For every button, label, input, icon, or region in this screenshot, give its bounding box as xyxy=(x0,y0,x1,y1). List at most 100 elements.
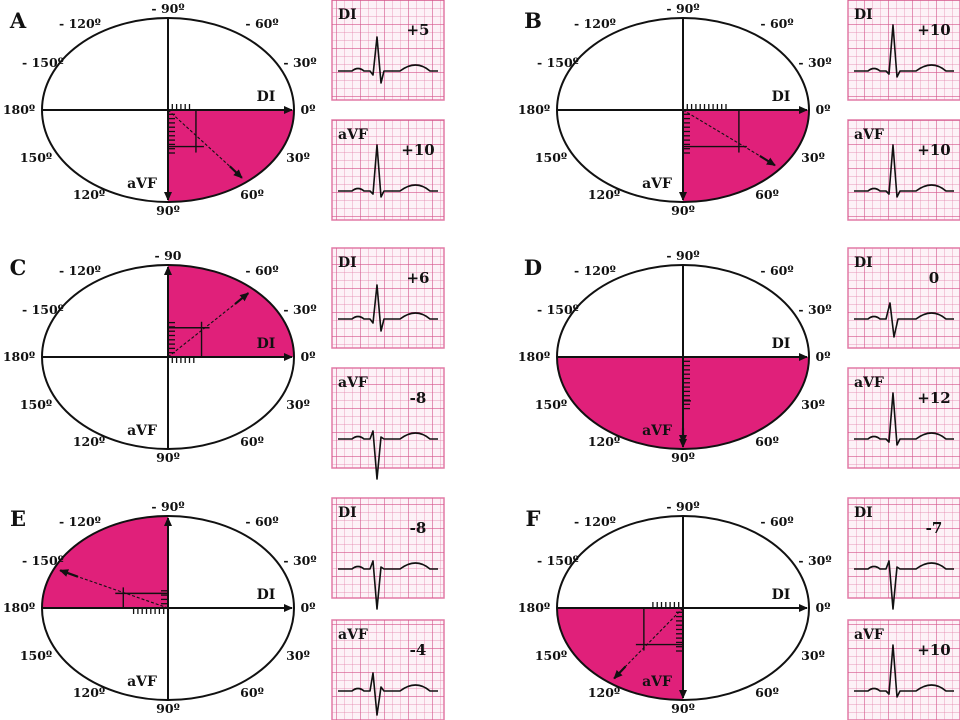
ecg-amplitude-value: +6 xyxy=(406,269,429,287)
ecg-di-strip: DI +5 xyxy=(331,0,445,101)
angle-label-minus-120: - 120º xyxy=(59,514,101,529)
ecg-lead-label: DI xyxy=(338,7,357,23)
di-axis-label: DI xyxy=(257,89,276,105)
di-axis-label: DI xyxy=(257,587,276,603)
angle-label-150: 150º xyxy=(20,150,52,165)
ecg-amplitude-value: -4 xyxy=(410,641,427,659)
angle-label-30: 30º xyxy=(286,150,310,165)
mean-axis-arrow-icon xyxy=(234,292,250,305)
ecg-lead-label: aVF xyxy=(854,127,884,143)
ecg-lead-label: aVF xyxy=(854,375,884,391)
panel-letter: A xyxy=(9,8,27,33)
quadrant-shading xyxy=(557,608,683,700)
ecg-avf-strip: aVF +10 xyxy=(847,619,960,720)
angle-label-150: 150º xyxy=(535,648,567,663)
ecg-grid-major xyxy=(848,0,960,100)
ecg-lead-label: aVF xyxy=(338,375,368,391)
ecg-grid-major xyxy=(332,0,444,100)
ecg-waveform xyxy=(854,144,954,198)
angle-label-minus-150: - 150º xyxy=(22,55,64,70)
angle-label-180: 180º xyxy=(3,102,35,117)
ecg-waveform xyxy=(338,36,438,84)
angle-label-minus-90: - 90º xyxy=(666,499,699,514)
angle-label-minus-30: - 30º xyxy=(283,55,316,70)
angle-label-150: 150º xyxy=(20,397,52,412)
angle-label-30: 30º xyxy=(286,397,310,412)
ecg-grid-major xyxy=(332,620,444,720)
angle-label-30: 30º xyxy=(801,648,825,663)
ecg-lead-label: DI xyxy=(854,7,873,23)
ecg-lead-label: aVF xyxy=(338,127,368,143)
angle-label-180: 180º xyxy=(518,102,550,117)
angle-label-minus-60: - 60º xyxy=(760,514,793,529)
ecg-amplitude-value: 0 xyxy=(929,269,939,287)
panel-f: F - 90º - 120º - 60º - 150º - 30º 180º 0º 150º 30… xyxy=(518,497,960,720)
angle-label-120: 120º xyxy=(73,685,105,700)
ecg-grid-major xyxy=(848,120,960,220)
angle-label-30: 30º xyxy=(801,397,825,412)
quadrant-shading xyxy=(168,110,294,202)
angle-label-180: 180º xyxy=(3,600,35,615)
scale-ticks xyxy=(168,321,195,363)
ecg-grid-major xyxy=(332,498,444,598)
ecg-grid-major xyxy=(332,248,444,348)
panel-letter: B xyxy=(524,8,542,33)
panel-letter: C xyxy=(10,255,27,280)
angle-label-60: 60º xyxy=(755,685,779,700)
ecg-di-strip: DI +10 xyxy=(847,0,960,101)
angle-label-180: 180º xyxy=(518,349,550,364)
avf-axis-label: aVF xyxy=(127,423,157,439)
angle-label-minus-60: - 60º xyxy=(245,514,278,529)
quadrant-shading xyxy=(42,516,168,608)
ecg-lead-label: DI xyxy=(854,255,873,271)
angle-label-90: 90º xyxy=(156,450,180,465)
di-axis-label: DI xyxy=(772,587,791,603)
di-axis-label: DI xyxy=(257,336,276,352)
ecg-avf-strip: aVF +10 xyxy=(847,119,960,221)
angle-label-60: 60º xyxy=(240,434,264,449)
vector-shaft xyxy=(682,109,774,165)
panel-a: A - 90º - 120º - 60º - 150º - 30º 180º 0º 150º 30… xyxy=(3,0,445,221)
avf-axis-label: aVF xyxy=(127,674,157,690)
angle-label-120: 120º xyxy=(588,187,620,202)
ecg-amplitude-value: +10 xyxy=(917,641,950,659)
vector-shaft xyxy=(167,109,242,177)
ecg-avf-strip: aVF -8 xyxy=(331,367,445,480)
mean-axis-arrow-icon xyxy=(59,569,79,578)
ecg-lead-label: aVF xyxy=(854,627,884,643)
angle-label-minus-90: - 90º xyxy=(666,1,699,16)
angle-label-90: 90º xyxy=(156,701,180,716)
angle-label-minus-120: - 120º xyxy=(574,16,616,31)
ecg-grid-major xyxy=(332,120,444,220)
angle-label-minus-120: - 120º xyxy=(59,16,101,31)
mean-axis-arrow-icon xyxy=(228,165,243,179)
ecg-avf-strip: aVF +12 xyxy=(847,367,960,469)
angle-label-0: 0º xyxy=(301,600,316,615)
angle-label-minus-30: - 30º xyxy=(798,55,831,70)
panel-letter: F xyxy=(526,506,541,531)
angle-label-30: 30º xyxy=(286,648,310,663)
angle-label-minus-60: - 60º xyxy=(245,16,278,31)
angle-label-minus-90: - 90º xyxy=(151,499,184,514)
angle-label-minus-30: - 30º xyxy=(798,302,831,317)
ecg-waveform xyxy=(854,302,954,338)
angle-label-minus-90: - 90º xyxy=(666,248,699,263)
quadrant-shading xyxy=(683,110,809,202)
panel-letter: E xyxy=(10,506,26,531)
scale-ticks xyxy=(683,104,727,154)
ecg-grid-major xyxy=(848,620,960,720)
ecg-di-strip: DI -7 xyxy=(847,497,960,610)
angle-label-minus-30: - 30º xyxy=(283,553,316,568)
angle-label-minus-120: - 120º xyxy=(574,263,616,278)
di-axis-label: DI xyxy=(772,336,791,352)
ecg-amplitude-value: -8 xyxy=(410,519,427,537)
angle-label-90: 90º xyxy=(671,701,695,716)
vector-shaft xyxy=(167,294,248,358)
panel-b: B - 90º - 120º - 60º - 150º - 30º 180º 0º 150º 30… xyxy=(518,0,960,221)
ecg-waveform xyxy=(854,644,954,698)
angle-label-minus-120: - 120º xyxy=(574,514,616,529)
mean-axis-arrow-icon xyxy=(759,154,776,167)
ecg-grid-major xyxy=(848,368,960,468)
ecg-waveform xyxy=(338,284,438,332)
